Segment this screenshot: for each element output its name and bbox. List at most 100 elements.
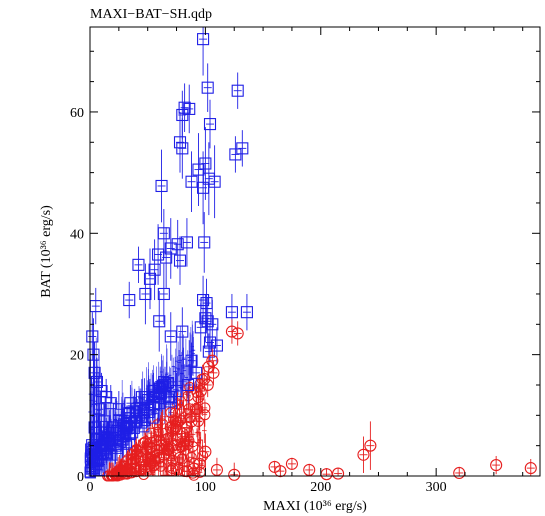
data-point-circle <box>490 459 503 472</box>
x-tick-label: 200 <box>310 480 331 495</box>
data-point-square <box>171 238 184 251</box>
data-point-square <box>164 391 177 404</box>
data-point-square <box>86 445 99 458</box>
data-point-square <box>86 330 99 343</box>
x-axis-label: MAXI (10³⁶ erg/s) <box>263 499 367 514</box>
data-point-square <box>203 118 217 131</box>
data-point-circle <box>146 448 159 461</box>
blue-square-marker <box>127 405 139 417</box>
data-point-square <box>155 179 168 193</box>
y-tick-label: 40 <box>70 227 84 242</box>
data-point-square <box>164 330 177 343</box>
data-point-square <box>88 366 101 379</box>
data-point-circle <box>160 433 173 446</box>
data-point-square <box>173 254 187 267</box>
data-point-square <box>185 354 198 367</box>
data-point-square <box>132 258 145 271</box>
data-point-square <box>87 348 100 361</box>
y-axis-label: BAT (10³⁶ erg/s) <box>39 205 54 298</box>
data-point-circle <box>228 468 241 481</box>
data-point-square <box>139 287 152 301</box>
data-point-circle <box>192 391 205 404</box>
data-point-circle <box>187 462 200 475</box>
data-point-square <box>194 321 207 334</box>
data-markers <box>86 27 537 481</box>
data-point-square <box>152 248 165 261</box>
data-point-circle <box>285 457 298 470</box>
red-circle-marker <box>139 436 151 448</box>
y-axis-ticks: 0 20 40 60 <box>70 50 540 485</box>
data-point-circle <box>162 442 175 455</box>
data-point-circle <box>185 415 198 428</box>
data-point-square <box>116 433 129 446</box>
data-point-square <box>225 306 238 319</box>
data-point-square <box>231 84 244 97</box>
data-point-square <box>201 81 214 94</box>
data-point-circle <box>180 421 193 434</box>
data-point-circle <box>183 403 196 416</box>
data-point-circle <box>120 467 133 480</box>
data-point-square <box>164 242 177 255</box>
data-point-square <box>95 385 108 398</box>
data-point-square <box>123 427 136 440</box>
data-point-square <box>130 409 143 422</box>
data-point-circle <box>155 439 168 452</box>
data-point-square <box>157 287 170 301</box>
blue-square-marker <box>155 387 167 399</box>
data-point-circle <box>201 378 214 392</box>
data-point-square <box>192 163 205 176</box>
data-point-circle <box>524 462 537 475</box>
data-point-circle <box>180 465 193 478</box>
data-point-square <box>203 336 217 349</box>
data-point-circle <box>206 354 219 367</box>
data-point-square <box>185 175 198 188</box>
blue-square-marker <box>162 377 174 389</box>
data-point-square <box>123 293 136 307</box>
data-point-circle <box>134 463 147 476</box>
data-point-square <box>199 157 212 170</box>
y-tick-label: 60 <box>70 106 84 121</box>
x-tick-label: 0 <box>87 480 94 495</box>
data-point-square <box>88 421 101 434</box>
data-point-circle <box>130 465 143 478</box>
data-point-square <box>90 375 103 389</box>
data-point-square <box>197 293 210 307</box>
data-point-square <box>183 102 196 115</box>
data-point-circle <box>173 451 187 464</box>
data-point-square <box>197 181 210 194</box>
x-axis-ticks: 0 100 200 300 <box>87 27 524 495</box>
data-point-circle <box>125 466 138 479</box>
data-point-circle <box>194 385 207 398</box>
data-point-square <box>182 378 195 392</box>
data-point-square <box>208 175 221 188</box>
data-point-circle <box>169 415 182 428</box>
data-point-circle <box>176 427 189 440</box>
data-point-circle <box>198 372 211 385</box>
data-point-square <box>201 315 214 328</box>
data-point-square <box>173 136 187 149</box>
data-point-circle <box>231 327 244 340</box>
chart-title: MAXI−BAT−SH.qdp <box>90 7 212 22</box>
red-circle-marker <box>168 414 180 426</box>
data-point-square <box>190 366 203 379</box>
data-point-circle <box>210 463 223 476</box>
data-point-circle <box>303 463 316 476</box>
data-point-circle <box>202 360 215 373</box>
data-point-square <box>229 148 242 161</box>
x-tick-label: 300 <box>426 480 447 495</box>
data-point-square <box>93 403 106 416</box>
data-point-square <box>141 403 154 416</box>
y-tick-label: 0 <box>77 470 84 485</box>
data-point-square <box>198 236 211 249</box>
data-point-square <box>143 272 157 285</box>
data-point-square <box>199 312 212 325</box>
red-circle-marker <box>130 444 142 456</box>
data-point-square <box>180 236 193 249</box>
data-point-square <box>97 415 110 428</box>
data-point-square <box>153 315 166 328</box>
plot-frame <box>89 26 541 477</box>
data-point-circle <box>357 448 370 461</box>
data-point-square <box>104 397 117 410</box>
data-point-square <box>160 251 173 264</box>
